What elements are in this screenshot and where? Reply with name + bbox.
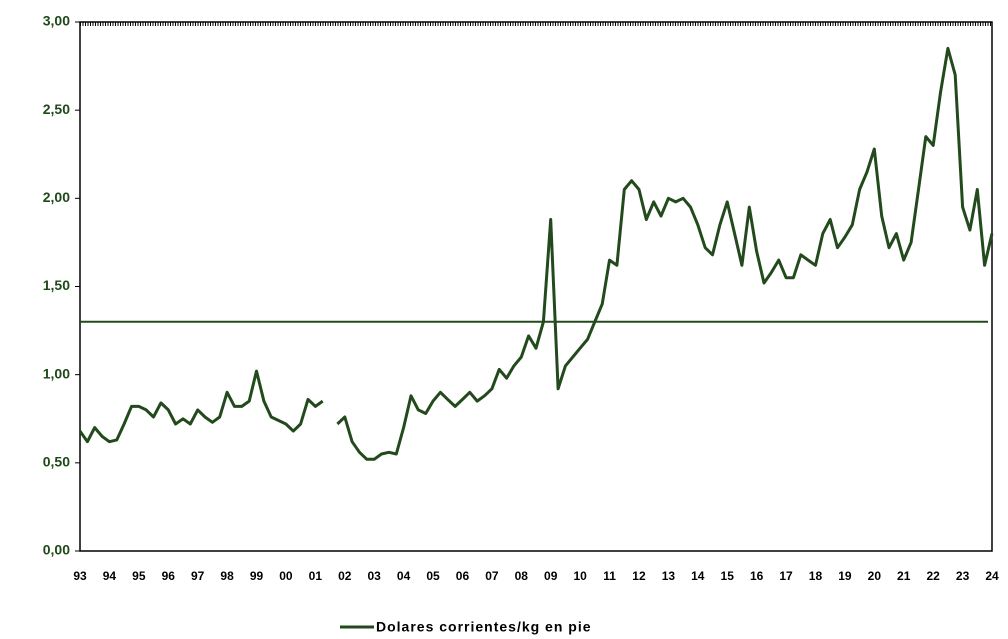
x-tick-label: 00 [279, 569, 293, 583]
x-tick-label: 09 [544, 569, 558, 583]
x-tick-label: 21 [897, 569, 911, 583]
y-tick-label: 2,50 [43, 101, 70, 117]
x-tick-label: 18 [809, 569, 823, 583]
x-tick-label: 99 [250, 569, 264, 583]
legend-label: Dolares corrientes/kg en pie [376, 619, 592, 635]
x-tick-label: 05 [426, 569, 440, 583]
y-tick-label: 2,00 [43, 189, 70, 205]
x-tick-label: 04 [397, 569, 411, 583]
x-tick-label: 17 [779, 569, 793, 583]
x-tick-label: 19 [838, 569, 852, 583]
x-tick-label: 08 [515, 569, 529, 583]
y-tick-label: 1,00 [43, 365, 70, 381]
x-tick-label: 16 [750, 569, 764, 583]
x-tick-label: 12 [632, 569, 646, 583]
x-tick-label: 06 [456, 569, 470, 583]
x-tick-label: 93 [73, 569, 87, 583]
y-tick-label: 3,00 [43, 13, 70, 29]
plot-frame [79, 21, 993, 552]
x-tick-label: 22 [926, 569, 940, 583]
x-tick-label: 23 [956, 569, 970, 583]
x-tick-label: 97 [191, 569, 205, 583]
x-tick-label: 02 [338, 569, 352, 583]
y-tick-label: 0,00 [43, 542, 70, 558]
x-tick-label: 13 [662, 569, 676, 583]
data-line [78, 46, 994, 461]
x-tick-label: 15 [721, 569, 735, 583]
x-tick-label: 96 [162, 569, 176, 583]
x-tick-label: 03 [368, 569, 382, 583]
x-tick-label: 11 [603, 569, 616, 583]
x-tick-label: 95 [132, 569, 146, 583]
x-tick-label: 01 [309, 569, 323, 583]
x-tick-label: 20 [868, 569, 882, 583]
x-tick-label: 07 [485, 569, 499, 583]
x-tick-label: 24 [985, 569, 999, 583]
y-tick-label: 1,50 [43, 277, 70, 293]
x-tick-label: 94 [103, 569, 117, 583]
x-tick-label: 98 [220, 569, 234, 583]
y-tick-label: 0,50 [43, 454, 70, 470]
x-tick-label: 10 [573, 569, 587, 583]
x-tick-label: 14 [691, 569, 705, 583]
